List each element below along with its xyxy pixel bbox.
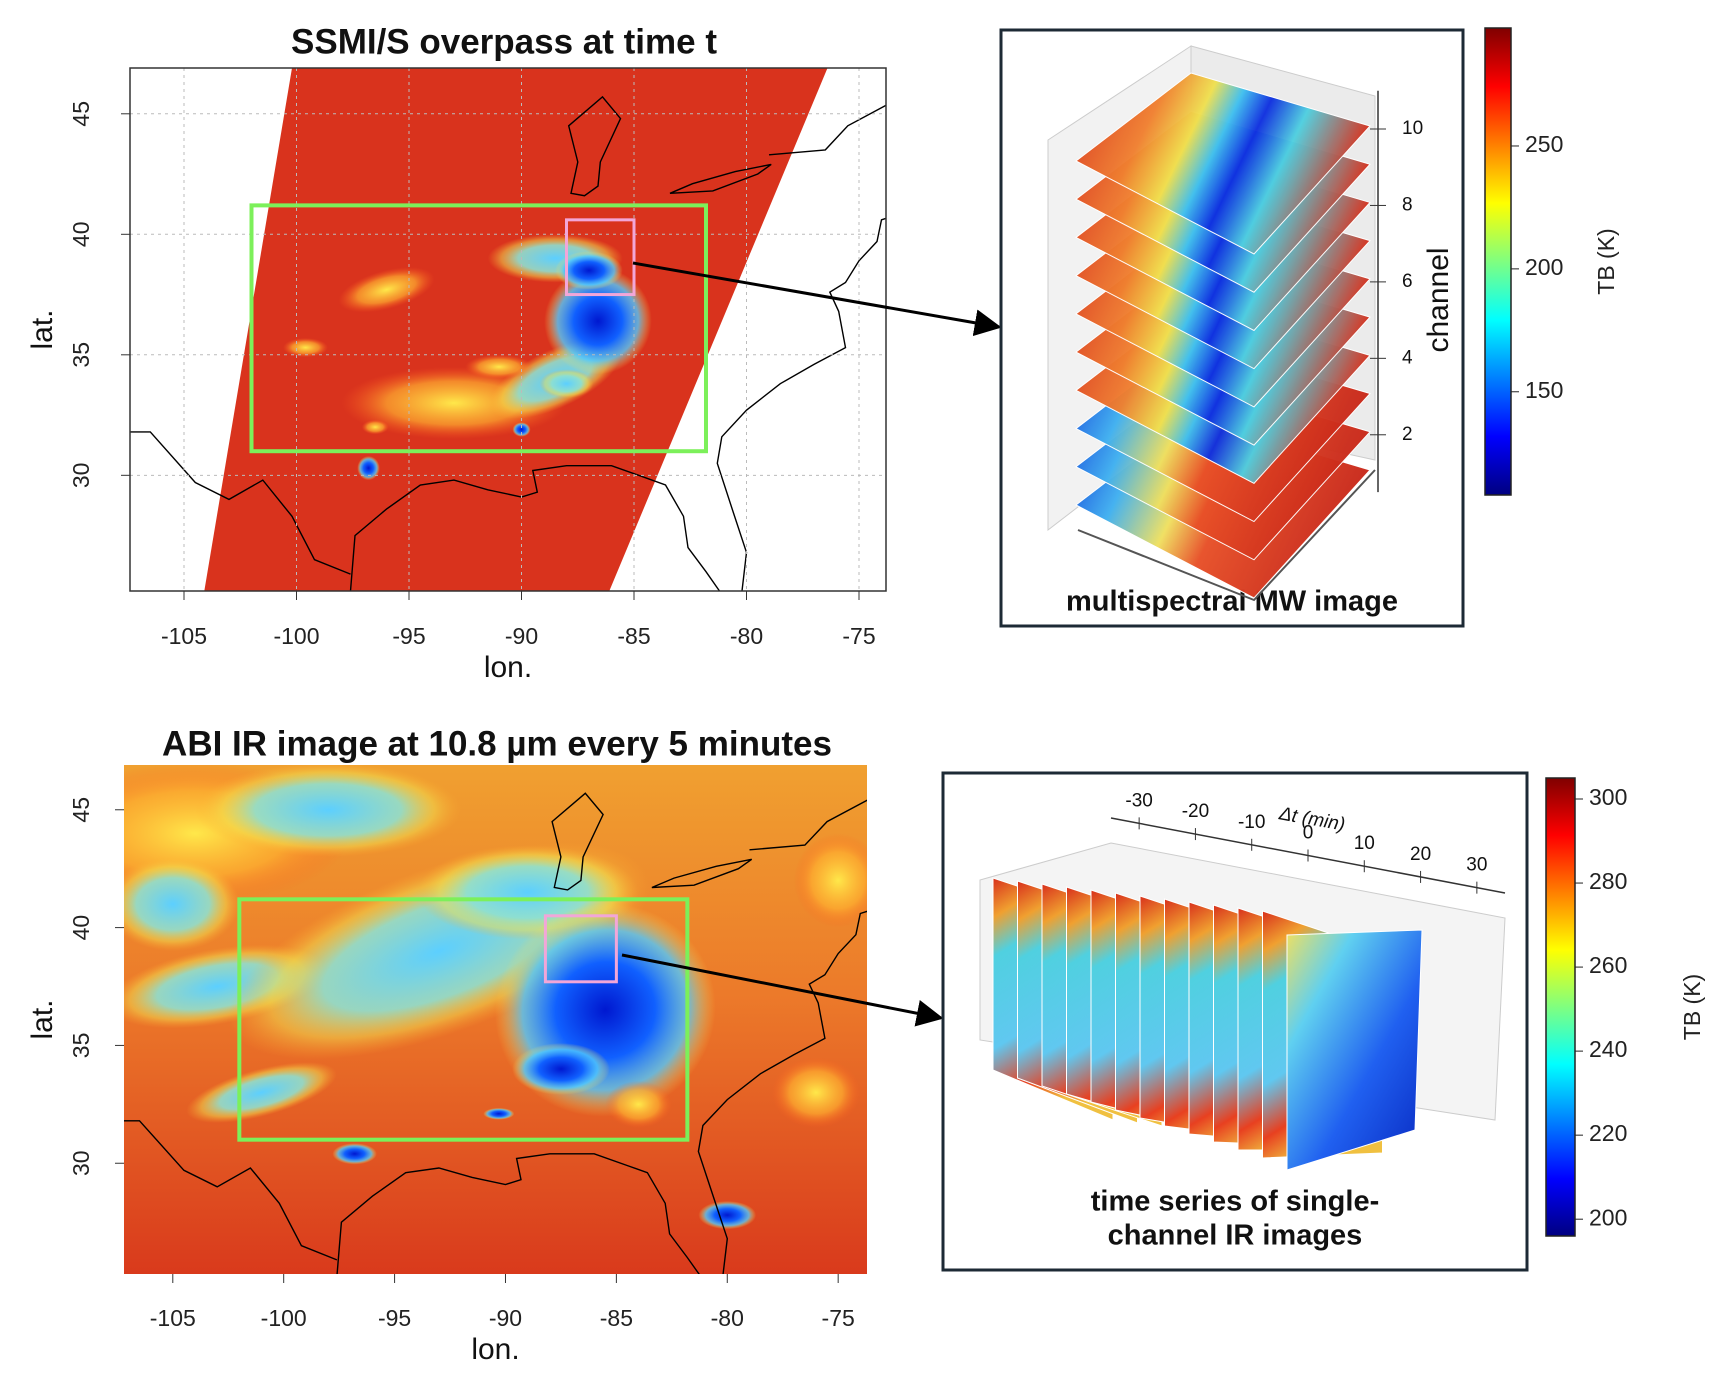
x-tick-label: -90: [505, 623, 538, 649]
cloud: [512, 422, 531, 437]
colorbar-tick-label: 300: [1589, 784, 1627, 810]
channel-slab: [1075, 72, 1371, 255]
colorbar-tick-label: 280: [1589, 868, 1627, 894]
x-tick-label: -80: [711, 1305, 744, 1331]
x-tick-label: -100: [261, 1305, 307, 1331]
cloud: [605, 1080, 672, 1128]
y-tick-label: 40: [68, 222, 94, 248]
x-tick-label: -85: [617, 623, 650, 649]
cloud: [483, 1107, 515, 1120]
inset-caption: time series of single-: [1091, 1186, 1380, 1218]
map-area: [124, 765, 867, 1274]
x-tick-label: -105: [161, 623, 207, 649]
y-tick-label: 30: [68, 463, 94, 489]
cloud: [357, 456, 380, 481]
arrow: [632, 261, 1002, 337]
coastline: [749, 799, 867, 851]
arrow: [621, 953, 944, 1027]
coastline: [349, 465, 721, 591]
colorbar: [1484, 27, 1512, 496]
lake: [669, 163, 772, 194]
x-tick-label: -100: [273, 623, 319, 649]
map-title: ABI IR image at 10.8 µm every 5 minutes: [162, 724, 832, 763]
region-box: [237, 897, 690, 1142]
lake: [651, 858, 753, 889]
cloud: [555, 251, 623, 290]
channel-tick-label: 6: [1402, 271, 1413, 292]
region-box: [565, 218, 636, 297]
coastline: [130, 431, 351, 575]
colorbar: [1545, 777, 1576, 1237]
x-tick-label: -95: [378, 1305, 411, 1331]
time-tick-label: 30: [1466, 855, 1487, 876]
colorbar-tick-label: 200: [1525, 254, 1563, 280]
x-tick-label: -95: [392, 623, 425, 649]
channel-axis-label: channel: [1422, 247, 1455, 352]
coastline: [124, 1120, 338, 1261]
time-tick-label: 10: [1354, 833, 1375, 854]
cloud: [793, 833, 867, 928]
cloud: [186, 1062, 337, 1123]
time-tick-label: -10: [1238, 812, 1265, 833]
cloud: [698, 1200, 757, 1230]
x-tick-label: -85: [600, 1305, 633, 1331]
colorbar-tick-label: 250: [1525, 131, 1563, 157]
cloud: [195, 765, 462, 857]
x-tick-label: -75: [822, 1305, 855, 1331]
cloud: [512, 1043, 610, 1095]
cloud: [539, 369, 594, 399]
colorbar-tick-label: 220: [1589, 1120, 1627, 1146]
colorbar-tick-label: 260: [1589, 952, 1627, 978]
x-axis-label: lon.: [471, 1333, 519, 1366]
x-tick-label: -105: [150, 1305, 196, 1331]
y-tick-label: 35: [68, 1033, 94, 1059]
time-tick-label: 20: [1410, 844, 1431, 865]
y-tick-label: 35: [68, 342, 94, 368]
channel-tick-label: 8: [1402, 194, 1413, 215]
cloud: [338, 267, 435, 313]
y-axis-label: lat.: [26, 309, 59, 349]
coastline: [768, 104, 886, 156]
ir-frame: [1286, 929, 1423, 1171]
cloud: [465, 354, 533, 379]
coastline: [716, 217, 886, 591]
colorbar-label: TB (K): [1679, 974, 1705, 1040]
inset-caption: channel IR images: [1108, 1220, 1363, 1252]
channel-tick-label: 10: [1402, 118, 1423, 139]
y-tick-label: 45: [68, 797, 94, 823]
time-tick-label: 0: [1303, 823, 1314, 844]
lake: [551, 792, 604, 891]
colorbar-label: TB (K): [1593, 228, 1619, 294]
y-tick-label: 45: [68, 101, 94, 127]
map-area: [130, 68, 886, 591]
y-tick-label: 40: [68, 915, 94, 941]
cloud: [283, 337, 328, 358]
x-tick-label: -80: [730, 623, 763, 649]
cloud: [771, 1057, 861, 1128]
time-tick-label: -20: [1182, 801, 1209, 822]
region-box: [543, 914, 618, 984]
y-axis-label: lat.: [26, 999, 59, 1039]
channel-tick-label: 4: [1402, 347, 1413, 368]
colorbar-tick-label: 240: [1589, 1036, 1627, 1062]
lake: [567, 95, 622, 197]
x-tick-label: -75: [842, 623, 875, 649]
x-tick-label: -90: [489, 1305, 522, 1331]
cloud: [332, 1143, 377, 1165]
map-title: SSMI/S overpass at time t: [291, 22, 717, 61]
region-box: [249, 203, 708, 454]
y-tick-label: 30: [68, 1150, 94, 1176]
floor-edge: [1077, 469, 1376, 602]
channel-tick-label: 2: [1402, 424, 1413, 445]
colorbar-tick-label: 150: [1525, 377, 1563, 403]
x-axis-label: lon.: [484, 651, 532, 684]
time-tick-label: -30: [1125, 790, 1152, 811]
colorbar-tick-label: 200: [1589, 1204, 1627, 1230]
cloud: [361, 419, 389, 435]
coastline: [336, 1153, 700, 1274]
map-frame: [129, 67, 887, 592]
cloud: [124, 856, 240, 952]
